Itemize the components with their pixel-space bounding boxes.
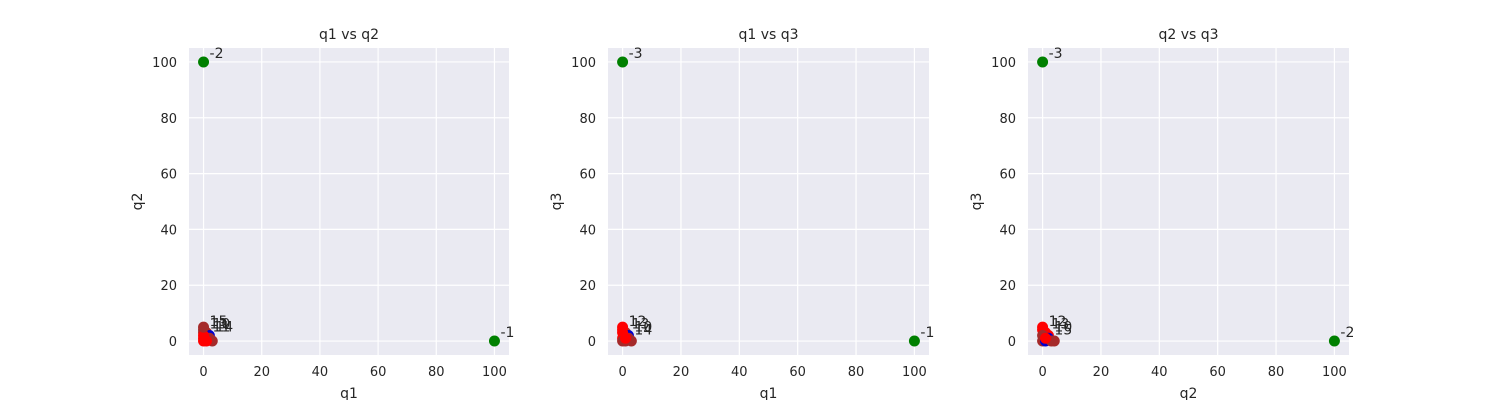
y-tick-label: 60 bbox=[579, 168, 596, 183]
x-axis-label: q2 bbox=[1180, 386, 1198, 400]
chart-panel-3: 0 20 40 60 80 100 0 20 40 60 80 100 q2 vs q3 q2 q3 -3 -2… bbox=[969, 27, 1354, 400]
x-tick-label: 60 bbox=[1209, 365, 1226, 380]
y-tick-label: 40 bbox=[579, 223, 596, 238]
x-tick-label: 80 bbox=[1268, 365, 1285, 380]
x-tick-label: 20 bbox=[673, 365, 690, 380]
y-axis-label: q3 bbox=[549, 193, 565, 211]
y-tick-label: 60 bbox=[999, 168, 1016, 183]
y-tick-label: 80 bbox=[579, 112, 596, 127]
point-label: 10 bbox=[634, 319, 652, 335]
x-tick-label: 0 bbox=[199, 365, 207, 380]
point-label: 10 bbox=[1054, 319, 1072, 335]
point-label: -2 bbox=[210, 46, 224, 62]
chart-panel-1: 0 20 40 60 80 100 0 20 40 60 80 100 q1 vs q2 q1 q2 -2 -1… bbox=[130, 27, 514, 400]
y-tick-label: 100 bbox=[991, 56, 1016, 71]
point-label: 15 bbox=[1054, 322, 1072, 338]
x-axis-label: q1 bbox=[340, 386, 358, 400]
point-label: -1 bbox=[920, 325, 934, 341]
chart-title: q1 vs q3 bbox=[738, 27, 798, 43]
x-tick-label: 20 bbox=[253, 365, 270, 380]
chart-panel-2: 0 20 40 60 80 100 0 20 40 60 80 100 q1 vs q3 q1 q3 -3 -1… bbox=[549, 27, 934, 400]
scatter-point bbox=[200, 335, 212, 347]
point-label: 10 bbox=[212, 317, 230, 333]
point-label: 11 bbox=[212, 319, 230, 335]
x-tick-label: 40 bbox=[1151, 365, 1168, 380]
point-label: 13 bbox=[632, 317, 650, 333]
point-label: 15 bbox=[210, 314, 228, 330]
y-tick-label: 0 bbox=[1008, 335, 1016, 350]
plot-area bbox=[608, 48, 929, 355]
scatter-point bbox=[1037, 56, 1049, 68]
x-tick-label: 0 bbox=[1038, 365, 1046, 380]
y-tick-label: 80 bbox=[160, 112, 177, 127]
x-tick-label: 40 bbox=[312, 365, 329, 380]
point-label: -3 bbox=[629, 46, 643, 62]
y-tick-label: 100 bbox=[571, 56, 596, 71]
point-label: -3 bbox=[1049, 46, 1063, 62]
x-tick-label: 20 bbox=[1093, 365, 1110, 380]
y-tick-label: 0 bbox=[169, 335, 177, 350]
y-tick-label: 40 bbox=[160, 223, 177, 238]
point-label: 13 bbox=[210, 317, 228, 333]
scatter-point bbox=[1037, 321, 1049, 333]
y-tick-label: 20 bbox=[579, 279, 596, 294]
point-label: 14 bbox=[215, 319, 233, 335]
y-axis-label: q2 bbox=[130, 193, 146, 211]
plot-area bbox=[189, 48, 509, 355]
x-axis-label: q1 bbox=[760, 386, 778, 400]
point-label: 12 bbox=[1049, 314, 1067, 330]
x-tick-label: 100 bbox=[482, 365, 507, 380]
x-tick-label: 80 bbox=[428, 365, 445, 380]
point-label: 14 bbox=[634, 322, 652, 338]
x-tick-label: 100 bbox=[1322, 365, 1347, 380]
chart-title: q2 vs q3 bbox=[1158, 27, 1218, 43]
scatter-point bbox=[1328, 335, 1340, 347]
scatter-point bbox=[198, 56, 210, 68]
scatter-point bbox=[198, 321, 210, 333]
point-label: -1 bbox=[500, 325, 514, 341]
y-tick-label: 80 bbox=[999, 112, 1016, 127]
chart-title: q1 vs q2 bbox=[319, 27, 379, 43]
x-tick-label: 60 bbox=[789, 365, 806, 380]
scatter-point bbox=[617, 56, 629, 68]
point-label: 12 bbox=[629, 314, 647, 330]
x-tick-label: 100 bbox=[902, 365, 927, 380]
scatter-point bbox=[908, 335, 920, 347]
point-label: 13 bbox=[1052, 317, 1070, 333]
x-tick-label: 80 bbox=[848, 365, 865, 380]
y-tick-label: 0 bbox=[588, 335, 596, 350]
scatter-point bbox=[1040, 332, 1052, 344]
scatter-point bbox=[617, 321, 629, 333]
y-tick-label: 60 bbox=[160, 168, 177, 183]
x-tick-label: 60 bbox=[370, 365, 387, 380]
y-tick-label: 40 bbox=[999, 223, 1016, 238]
plot-area bbox=[1028, 48, 1349, 355]
y-tick-label: 20 bbox=[160, 279, 177, 294]
scatter-point bbox=[1048, 335, 1060, 347]
scatter-point bbox=[488, 335, 500, 347]
x-tick-label: 40 bbox=[731, 365, 748, 380]
x-tick-label: 0 bbox=[618, 365, 626, 380]
point-label: -2 bbox=[1340, 325, 1354, 341]
scatter-point bbox=[620, 332, 632, 344]
y-tick-label: 100 bbox=[152, 56, 177, 71]
y-axis-label: q3 bbox=[969, 193, 985, 211]
y-tick-label: 20 bbox=[999, 279, 1016, 294]
